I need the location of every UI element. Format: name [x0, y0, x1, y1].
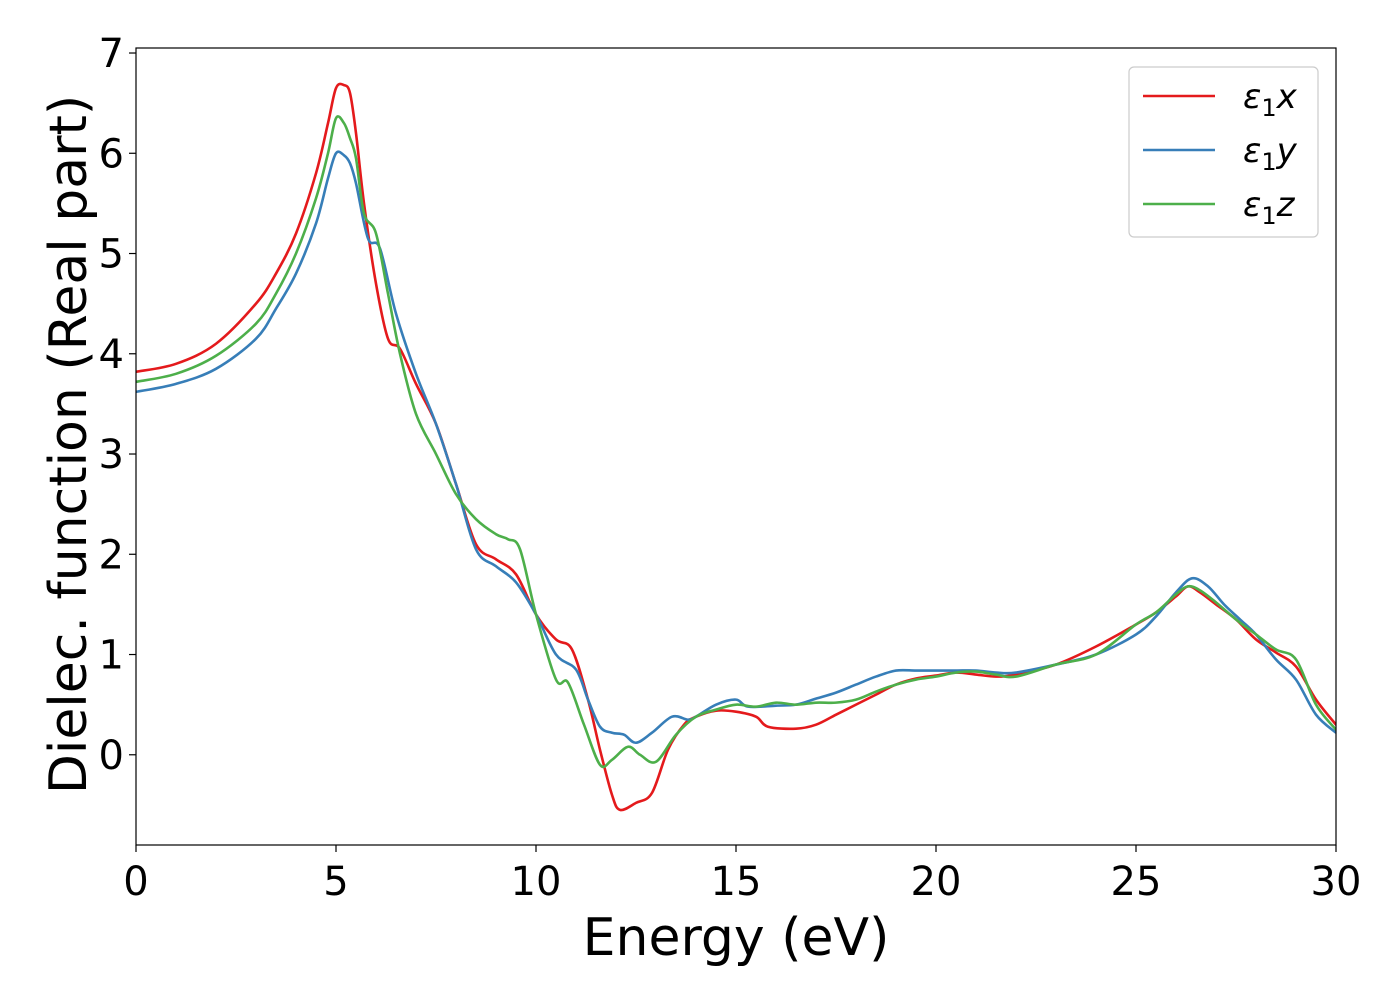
x-tick-label: 15: [711, 859, 762, 905]
y-tick-label: 2: [99, 532, 124, 578]
x-tick-label: 10: [511, 859, 562, 905]
legend-box: [1128, 66, 1319, 238]
y-axis-title: Dielec. function (Real part): [39, 95, 99, 794]
y-tick-label: 4: [99, 332, 124, 378]
x-tick-label: 0: [123, 859, 148, 905]
y-tick-label: 7: [99, 31, 124, 77]
series-line-y: [136, 150, 1336, 745]
legend: ε1x ε1y ε1z: [1128, 66, 1319, 238]
legend-label-y: ε1y: [1243, 131, 1298, 176]
y-tick-label: 5: [99, 232, 124, 278]
y-tick-label: 0: [99, 733, 124, 779]
x-tick-label: 5: [323, 859, 348, 905]
y-tick-label: 3: [99, 432, 124, 478]
x-tick-label: 20: [911, 859, 962, 905]
x-axis-title: Energy (eV): [583, 908, 890, 968]
ticks-layer: 0 5 10 15 20 25 30 0 1 2 3 4 5 6 7: [99, 31, 1362, 905]
x-tick-label: 30: [1311, 859, 1362, 905]
y-tick-label: 1: [99, 633, 124, 679]
x-tick-label: 25: [1111, 859, 1162, 905]
legend-label-x: ε1x: [1243, 77, 1298, 122]
y-tick-label: 6: [99, 131, 124, 177]
series-line-z: [136, 115, 1336, 769]
series-layer: [136, 82, 1336, 812]
legend-label-z: ε1z: [1243, 185, 1296, 230]
